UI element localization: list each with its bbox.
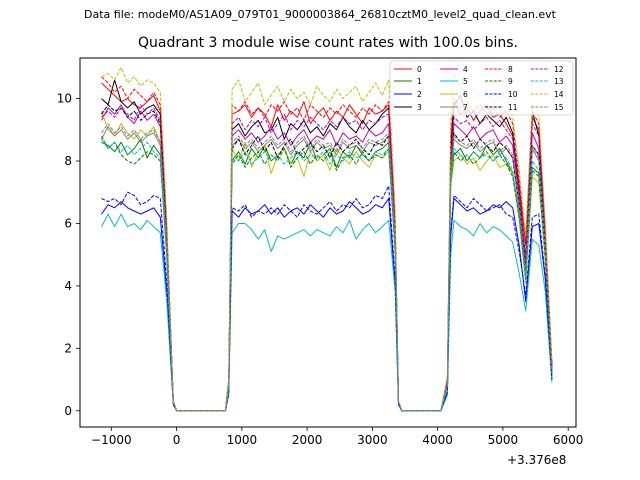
series-line-9 bbox=[101, 135, 553, 412]
x-tick-label: 6000 bbox=[553, 433, 584, 447]
legend-label-12: 12 bbox=[554, 65, 564, 74]
legend-label-8: 8 bbox=[508, 65, 513, 74]
series-line-0 bbox=[101, 82, 553, 412]
x-tick-label: 3000 bbox=[357, 433, 388, 447]
y-tick-label: 10 bbox=[57, 92, 72, 106]
plot-frame bbox=[79, 57, 577, 428]
y-tick-label: 0 bbox=[64, 404, 72, 418]
chart-title: Quadrant 3 module wise count rates with … bbox=[138, 35, 518, 51]
legend-label-10: 10 bbox=[508, 90, 518, 99]
series-line-8 bbox=[101, 76, 553, 412]
legend-label-3: 3 bbox=[417, 103, 422, 112]
series-layer bbox=[101, 66, 553, 412]
x-tick-label: 1000 bbox=[227, 433, 258, 447]
legend-label-13: 13 bbox=[554, 77, 564, 86]
legend-box bbox=[389, 60, 574, 116]
series-line-15 bbox=[101, 123, 553, 412]
series-line-7 bbox=[101, 126, 553, 412]
legend-label-11: 11 bbox=[508, 103, 518, 112]
legend-label-9: 9 bbox=[508, 77, 513, 86]
legend-label-15: 15 bbox=[554, 103, 564, 112]
legend-label-14: 14 bbox=[554, 90, 564, 99]
legend-label-1: 1 bbox=[417, 77, 422, 86]
legend-label-5: 5 bbox=[463, 77, 468, 86]
legend-label-6: 6 bbox=[463, 90, 468, 99]
legend-label-4: 4 bbox=[463, 65, 468, 74]
data-file-label: Data file: modeM0/AS1A09_079T01_90000038… bbox=[84, 8, 556, 21]
y-tick-label: 8 bbox=[64, 154, 72, 168]
x-tick-label: 2000 bbox=[292, 433, 323, 447]
x-tick-label: 5000 bbox=[488, 433, 519, 447]
y-tick-label: 6 bbox=[64, 216, 72, 230]
series-line-3 bbox=[101, 79, 553, 412]
legend-label-2: 2 bbox=[417, 90, 422, 99]
x-axis: −1000 0 1000 2000 3000 4000 5000 6000 bbox=[91, 427, 583, 447]
y-axis: 0 2 4 6 8 10 bbox=[57, 92, 80, 418]
series-line-12 bbox=[101, 104, 553, 412]
legend-label-0: 0 bbox=[417, 65, 422, 74]
x-tick-label: −1000 bbox=[91, 433, 132, 447]
x-tick-label: 4000 bbox=[422, 433, 453, 447]
y-tick-label: 2 bbox=[64, 341, 72, 355]
x-offset-label: +3.376e8 bbox=[507, 453, 567, 467]
x-tick-label: 0 bbox=[173, 433, 181, 447]
y-tick-label: 4 bbox=[64, 279, 72, 293]
legend-label-7: 7 bbox=[463, 103, 468, 112]
